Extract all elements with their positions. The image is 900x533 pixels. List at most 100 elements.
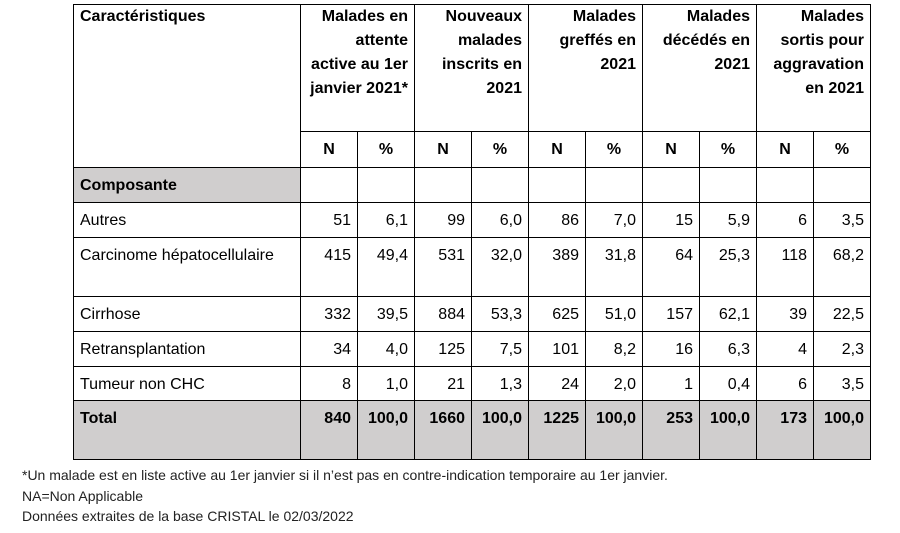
subheader-n: N: [528, 131, 586, 168]
table-cell: [471, 167, 529, 203]
subheader-pct: %: [585, 131, 643, 168]
subheader-pct: %: [357, 131, 415, 168]
table-cell: 22,5: [813, 296, 871, 332]
total-cell: 100,0: [585, 400, 643, 460]
table-row: Cirrhose 332 39,5 884 53,3 625 51,0 157 …: [73, 296, 871, 332]
table-cell: 4: [756, 331, 814, 367]
table-cell: 625: [528, 296, 586, 332]
row-label: Autres: [73, 202, 301, 238]
footnote-na: NA=Non Applicable: [22, 487, 144, 504]
section-label: Composante: [73, 167, 301, 203]
subheader-pct: %: [699, 131, 757, 168]
table-cell: 7,5: [471, 331, 529, 367]
subheader-n: N: [300, 131, 358, 168]
table-cell: 34: [300, 331, 358, 367]
row-label: Tumeur non CHC: [73, 366, 301, 401]
total-cell: 100,0: [813, 400, 871, 460]
total-cell: 253: [642, 400, 700, 460]
subheader-pct: %: [471, 131, 529, 168]
subheader-n: N: [756, 131, 814, 168]
total-cell: 840: [300, 400, 358, 460]
group-header-grafted: Malades greffés en 2021: [528, 4, 643, 132]
total-cell: 173: [756, 400, 814, 460]
table-cell: 32,0: [471, 237, 529, 297]
table-row: Autres 51 6,1 99 6,0 86 7,0 15 5,9 6 3,5: [73, 202, 871, 238]
characteristics-header: Caractéristiques: [73, 4, 301, 168]
table-cell: 6,1: [357, 202, 415, 238]
table-cell: 415: [300, 237, 358, 297]
footnote-active-list: *Un malade est en liste active au 1er ja…: [22, 467, 668, 483]
subheader-n: N: [414, 131, 472, 168]
table-cell: 62,1: [699, 296, 757, 332]
subheader-pct: %: [813, 131, 871, 168]
table-cell: [300, 167, 358, 203]
group-header-new: Nouveaux malades inscrits en 2021: [414, 4, 529, 132]
table-cell: [642, 167, 700, 203]
table-cell: [813, 167, 871, 203]
table-cell: 6: [756, 202, 814, 238]
table-cell: 884: [414, 296, 472, 332]
subheader-row: N % N % N % N % N %: [74, 131, 871, 168]
table-cell: 68,2: [813, 237, 871, 297]
table-cell: 1,3: [471, 366, 529, 401]
table-cell: 101: [528, 331, 586, 367]
table-cell: 15: [642, 202, 700, 238]
table-cell: [585, 167, 643, 203]
table-cell: 6: [756, 366, 814, 401]
table-cell: 39,5: [357, 296, 415, 332]
footnotes: *Un malade est en liste active au 1er ja…: [22, 465, 668, 527]
table-cell: 0,4: [699, 366, 757, 401]
data-table: Caractéristiques Malades en attente acti…: [73, 4, 871, 460]
footnote-source: Données extraites de la base CRISTAL le …: [22, 508, 354, 524]
row-label: Retransplantation: [73, 331, 301, 367]
table-cell: 8,2: [585, 331, 643, 367]
table-cell: 64: [642, 237, 700, 297]
table-cell: [699, 167, 757, 203]
table-cell: 4,0: [357, 331, 415, 367]
table-cell: 332: [300, 296, 358, 332]
section-row: Composante: [73, 167, 871, 203]
table-cell: 31,8: [585, 237, 643, 297]
table-cell: 2,3: [813, 331, 871, 367]
total-label: Total: [73, 400, 301, 460]
table-cell: 1: [642, 366, 700, 401]
table-cell: 8: [300, 366, 358, 401]
table-cell: 531: [414, 237, 472, 297]
table-cell: 3,5: [813, 202, 871, 238]
table-cell: 21: [414, 366, 472, 401]
table-cell: 125: [414, 331, 472, 367]
table-cell: 118: [756, 237, 814, 297]
table-cell: 5,9: [699, 202, 757, 238]
total-cell: 100,0: [699, 400, 757, 460]
table-cell: 51,0: [585, 296, 643, 332]
table-cell: [528, 167, 586, 203]
row-label: Cirrhose: [73, 296, 301, 332]
table-cell: [357, 167, 415, 203]
group-header-deceased: Malades décédés en 2021: [642, 4, 757, 132]
total-cell: 1660: [414, 400, 472, 460]
table-cell: 99: [414, 202, 472, 238]
group-header-worsened: Malades sortis pour aggravation en 2021: [756, 4, 871, 132]
table-cell: 3,5: [813, 366, 871, 401]
table-cell: 25,3: [699, 237, 757, 297]
table-cell: 53,3: [471, 296, 529, 332]
table-cell: 389: [528, 237, 586, 297]
table-cell: 157: [642, 296, 700, 332]
table-row: Tumeur non CHC 8 1,0 21 1,3 24 2,0 1 0,4…: [73, 366, 871, 401]
header-row: Caractéristiques Malades en attente acti…: [73, 4, 871, 168]
table-cell: 1,0: [357, 366, 415, 401]
table-cell: 6,0: [471, 202, 529, 238]
table-row: Retransplantation 34 4,0 125 7,5 101 8,2…: [73, 331, 871, 367]
table-cell: [414, 167, 472, 203]
total-cell: 100,0: [471, 400, 529, 460]
table-cell: 39: [756, 296, 814, 332]
row-label: Carcinome hépatocellulaire: [73, 237, 301, 297]
table-row: Carcinome hépatocellulaire 415 49,4 531 …: [73, 237, 871, 297]
table-cell: 51: [300, 202, 358, 238]
table-cell: [756, 167, 814, 203]
table-cell: 49,4: [357, 237, 415, 297]
table-cell: 2,0: [585, 366, 643, 401]
total-row: Total 840 100,0 1660 100,0 1225 100,0 25…: [73, 400, 871, 460]
subheader-n: N: [642, 131, 700, 168]
table-cell: 16: [642, 331, 700, 367]
